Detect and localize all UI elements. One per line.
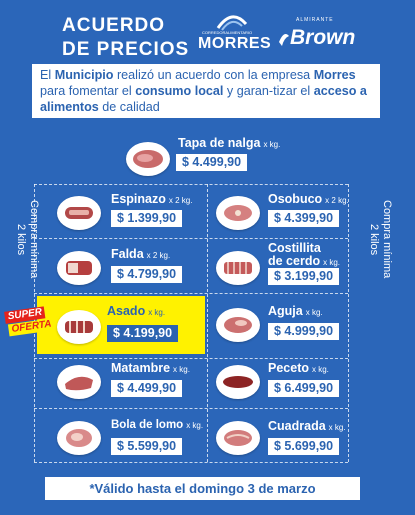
grid-divider	[207, 184, 208, 462]
product-price: $ 4.199,90	[107, 325, 179, 342]
intro-b1: Municipio	[54, 68, 114, 82]
product-name: Peceto x kg.	[268, 361, 329, 375]
minimum-purchase-note-right: Compra mínima 2 kilos	[367, 200, 393, 278]
product-price: $ 4.999,90	[268, 323, 340, 340]
super-oferta-badge: SUPER OFERTA	[2, 306, 56, 342]
brown-small-label: ALMIRANTE	[296, 17, 334, 23]
intro-t5: de calidad	[98, 100, 160, 114]
product-name: Cuadrada x kg.	[268, 419, 346, 433]
product-price: $ 1.399,90	[111, 210, 183, 227]
product-name: Espinazo x 2 kg.	[111, 192, 193, 206]
morres-small-label: CORREDORALIMENTARIO	[202, 30, 253, 35]
intro-t1: El	[40, 68, 55, 82]
validity-note: *Válido hasta el domingo 3 de marzo	[45, 477, 360, 500]
morres-label: MORRES	[198, 35, 272, 52]
title-line-1: ACUERDO	[62, 15, 166, 36]
grid-divider	[34, 358, 348, 359]
product-name: Bola de lomo x kg.	[111, 419, 204, 431]
featured-offer: Asado x kg. $ 4.199,90	[37, 296, 205, 354]
meat-icon	[57, 310, 101, 344]
product-name: Aguja x kg.	[268, 304, 323, 318]
brown-logo: ALMIRANTE Brown	[278, 16, 356, 54]
product-price: $ 4.499,90	[111, 380, 183, 397]
meat-icon	[216, 308, 260, 342]
morres-logo: CORREDORALIMENTARIO MORRES	[196, 12, 272, 54]
product-price: $ 6.499,90	[268, 380, 340, 397]
title-line-2: DE PRECIOS	[62, 39, 190, 60]
brown-label: Brown	[290, 26, 356, 49]
product-price: $ 4.399,90	[268, 210, 340, 227]
product-price: $ 4.499,90	[176, 154, 248, 171]
intro-t3: para fomentar el	[40, 84, 136, 98]
minimum-purchase-note-left: Compra mínima 2 kilos	[14, 200, 40, 278]
min-note-right-2: 2 kilos	[368, 223, 380, 255]
product-price: $ 5.599,90	[111, 438, 183, 455]
meat-icon	[216, 251, 260, 285]
product-name: Costillita de cerdo x kg.	[268, 241, 341, 268]
intro-t2: realizó un acuerdo con la empresa	[113, 68, 314, 82]
meat-icon	[216, 421, 260, 455]
meat-icon	[57, 251, 101, 285]
product-price: $ 4.799,90	[111, 266, 183, 283]
product-name: Matambre x kg.	[111, 361, 190, 375]
min-note-left-2: 2 kilos	[15, 223, 27, 255]
grid-divider	[34, 293, 348, 294]
meat-icon	[216, 365, 260, 399]
intro-t4: y garan-tizar el	[223, 84, 314, 98]
product-price: $ 5.699,90	[268, 438, 340, 455]
intro-b2: Morres	[313, 68, 356, 82]
product-name: Falda x 2 kg.	[111, 247, 171, 261]
grid-divider	[34, 462, 348, 463]
intro-b4: acceso a alimentos	[40, 84, 367, 114]
poster-title: ACUERDO DE PRECIOS	[62, 14, 189, 62]
grid-divider	[34, 408, 348, 409]
grid-divider	[34, 184, 348, 185]
meat-icon	[57, 196, 101, 230]
meat-icon	[57, 365, 101, 399]
meat-icon	[216, 196, 260, 230]
product-price: $ 3.199,90	[268, 268, 340, 285]
swirl-icon	[216, 15, 248, 31]
grid-divider	[348, 184, 349, 462]
bird-icon	[279, 34, 289, 46]
intro-text: El Municipio realizó un acuerdo con la e…	[32, 64, 380, 118]
meat-icon	[126, 142, 170, 176]
min-note-right-1: Compra mínima	[381, 200, 393, 279]
grid-divider	[34, 238, 348, 239]
product-name: Osobuco x 2 kg.	[268, 192, 349, 206]
product-name: Tapa de nalga x kg.	[178, 136, 281, 150]
intro-b3: consumo local	[135, 84, 224, 98]
meat-icon	[57, 421, 101, 455]
product-name: Asado x kg.	[107, 304, 166, 318]
